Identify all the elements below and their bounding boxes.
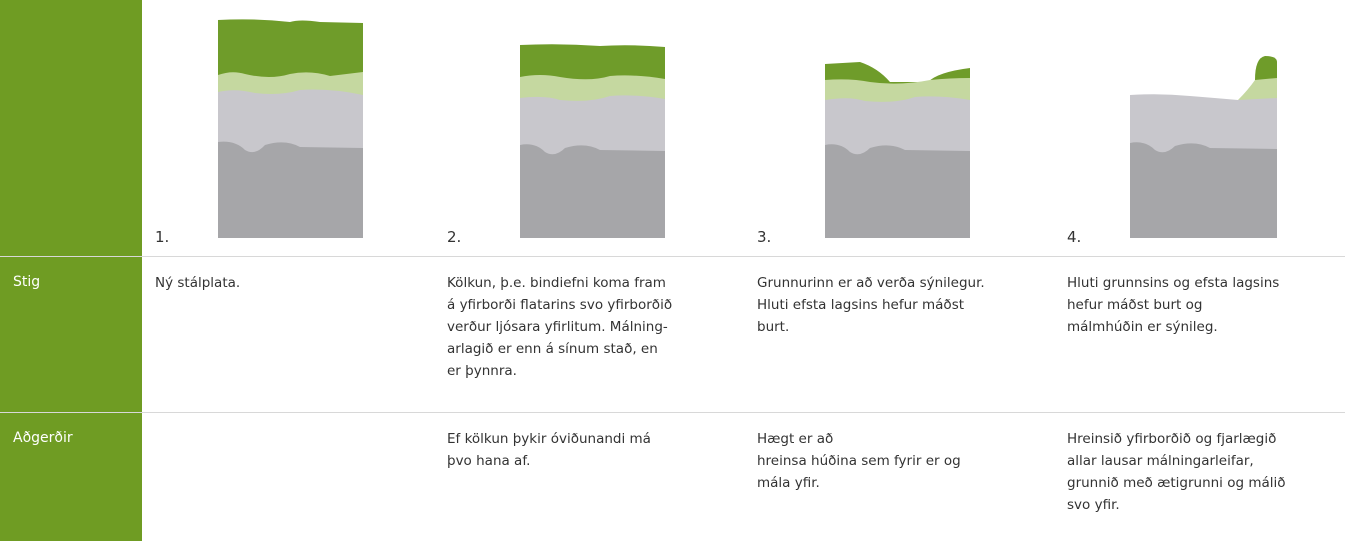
text-line: burt.	[757, 316, 985, 338]
layers-2	[520, 44, 665, 238]
stage-number: 1.	[155, 228, 169, 246]
row-separator	[0, 256, 1345, 257]
layers-3	[825, 62, 970, 238]
text-line: arlagið er enn á sínum stað, en	[447, 338, 672, 360]
text-line: Ný stálplata.	[155, 272, 240, 294]
row-label: Aðgerðir	[13, 430, 73, 446]
text-line: svo yfir.	[1067, 494, 1286, 516]
text-line: verður ljósara yfirlitum. Málning-	[447, 316, 672, 338]
text-line: hefur máðst burt og	[1067, 294, 1279, 316]
text-line: mála yfir.	[757, 472, 961, 494]
page: 1. 2. 3. 4. Stig Ný stálplata. Kölkun, þ.e. bi…	[0, 0, 1345, 541]
text-line: Ef kölkun þykir óviðunandi má	[447, 428, 651, 450]
text-line: á yfirborði flatarins svo yfirborðið	[447, 294, 672, 316]
layers-1	[218, 19, 363, 238]
table-cell: Grunnurinn er að verða sýnilegur.Hluti e…	[757, 272, 985, 338]
row-label: Stig	[13, 274, 40, 290]
table-cell: Ný stálplata.	[155, 272, 240, 294]
stage-number: 3.	[757, 228, 771, 246]
text-line: Grunnurinn er að verða sýnilegur.	[757, 272, 985, 294]
text-line: hreinsa húðina sem fyrir er og	[757, 450, 961, 472]
text-line: Kölkun, þ.e. bindiefni koma fram	[447, 272, 672, 294]
row-separator	[0, 412, 1345, 413]
text-line: Hreinsið yfirborðið og fjarlægið	[1067, 428, 1286, 450]
layers-4	[1130, 56, 1277, 238]
text-line: þvo hana af.	[447, 450, 651, 472]
text-line: allar lausar málningarleifar,	[1067, 450, 1286, 472]
text-line: grunnið með ætigrunni og málið	[1067, 472, 1286, 494]
stage-number: 2.	[447, 228, 461, 246]
stage-number: 4.	[1067, 228, 1081, 246]
text-line: Hluti efsta lagsins hefur máðst	[757, 294, 985, 316]
text-line: Hluti grunnsins og efsta lagsins	[1067, 272, 1279, 294]
text-line: málmhúðin er sýnileg.	[1067, 316, 1279, 338]
text-line: er þynnra.	[447, 360, 672, 382]
text-line: Hægt er að	[757, 428, 961, 450]
illustrations	[0, 0, 1345, 256]
